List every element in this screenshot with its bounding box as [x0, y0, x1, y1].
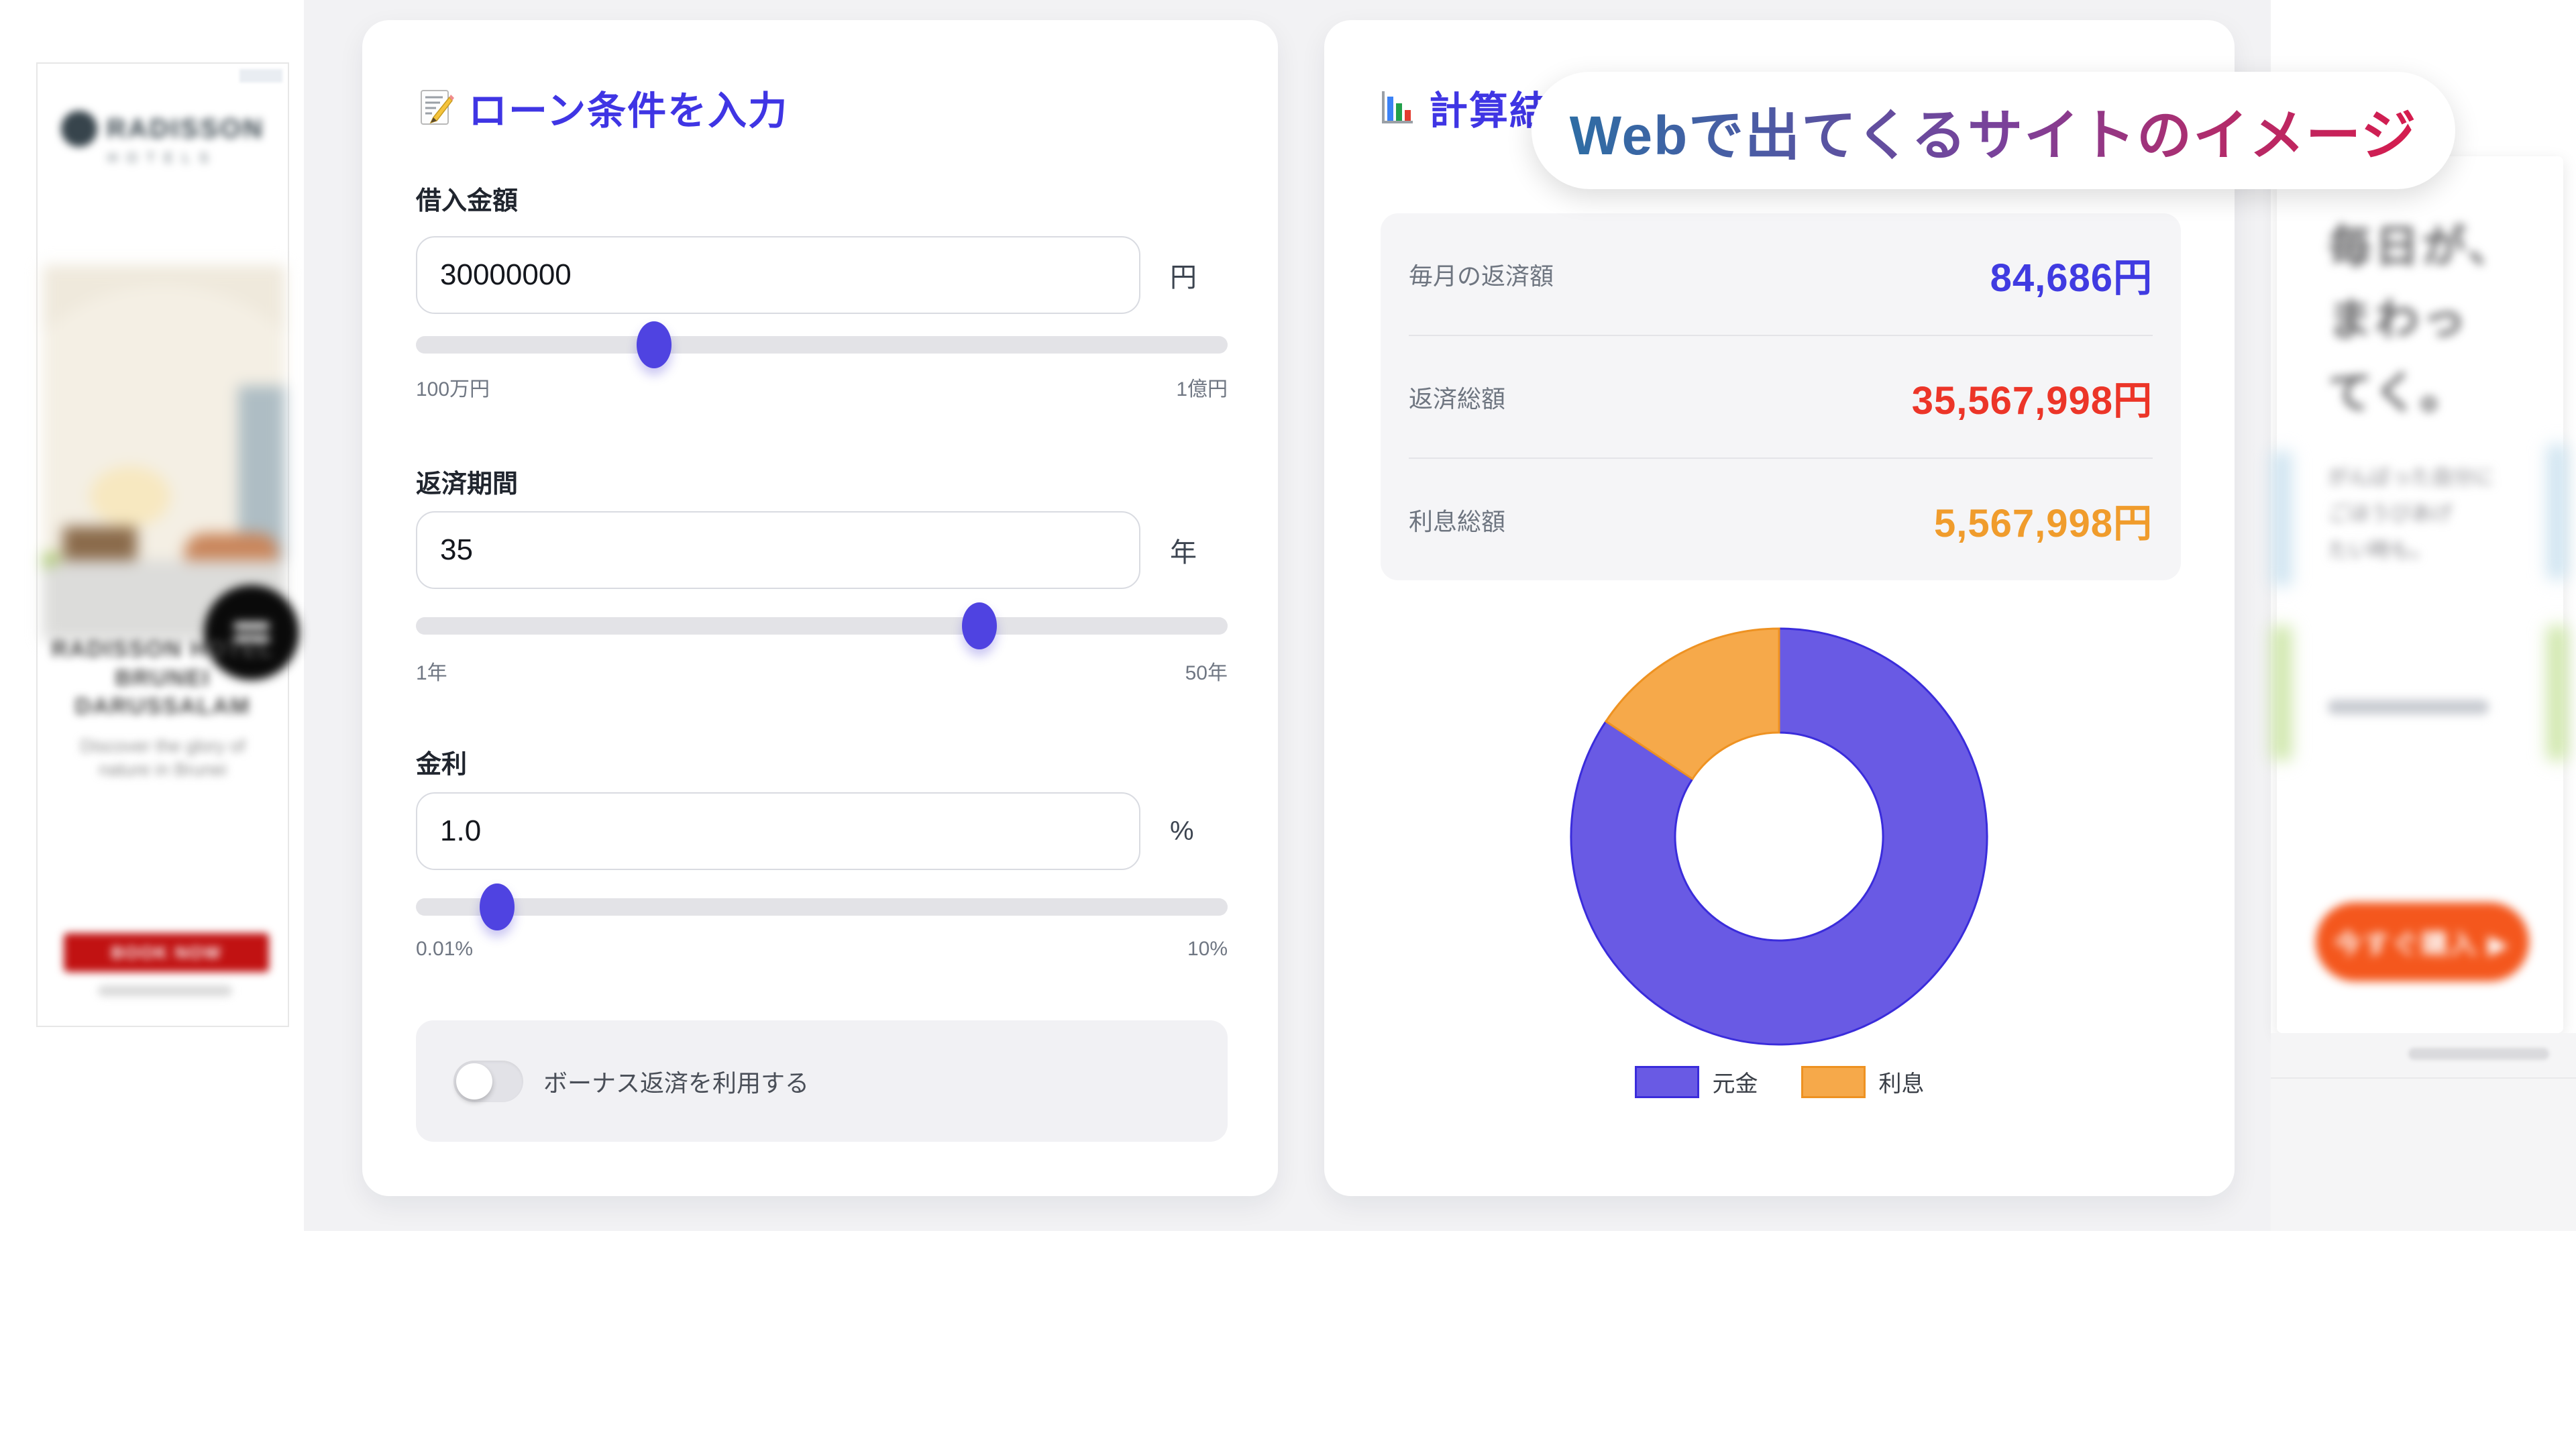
right-ad-link-bar — [2328, 700, 2489, 714]
divider — [2271, 1077, 2576, 1079]
principal-slider-thumb[interactable] — [636, 321, 672, 368]
right-ad-content: 毎日が、 まわっ てく。 がんばった自分に ごほうびあげ たい時も。 今すぐ購入… — [2271, 156, 2567, 1033]
chart-legend: 元金 利息 — [1324, 1065, 2235, 1098]
loan-form-card: ローン条件を入力 借入金額 円 100万円 1億円 返済期間 年 1年 50年 … — [362, 20, 1278, 1196]
result-row-monthly: 毎月の返済額 84,686円 — [1409, 213, 2153, 335]
memo-icon — [421, 90, 454, 125]
total-interest-value: 5,567,998円 — [1933, 501, 2153, 545]
book-now-button[interactable]: BOOK NOW — [64, 933, 269, 972]
interest-swatch — [1801, 1065, 1866, 1098]
loan-form-title: ローン条件を入力 — [416, 79, 788, 136]
term-unit: 年 — [1170, 538, 1197, 568]
legend-item-interest[interactable]: 利息 — [1801, 1065, 1925, 1098]
right-ad-body: がんばった自分に ごほうびあげ たい時も。 — [2328, 466, 2494, 562]
annotation-text: Webで出てくるサイトのイメージ — [1570, 91, 2418, 170]
total-repayment-value: 35,567,998円 — [1911, 378, 2153, 423]
bonus-toggle-knob[interactable] — [456, 1063, 492, 1099]
results-card: 計算結果 毎月の返済額 84,686円 返済総額 35,567,998円 利息総… — [1324, 20, 2235, 1196]
rate-label: 金利 — [416, 751, 468, 779]
hotel-room-photo — [43, 265, 285, 641]
term-label: 返済期間 — [416, 470, 519, 498]
principal-interest-donut-chart — [1570, 627, 1988, 1046]
legend-item-principal[interactable]: 元金 — [1634, 1065, 1758, 1098]
radisson-logo-icon — [60, 111, 97, 147]
bar-chart-icon — [1382, 91, 1413, 123]
radisson-brand-text: RADISSON — [106, 113, 265, 144]
right-ad-banner[interactable]: 毎日が、 まわっ てく。 がんばった自分に ごほうびあげ たい時も。 今すぐ購入… — [2271, 156, 2567, 1033]
results-panel: 毎月の返済額 84,686円 返済総額 35,567,998円 利息総額 5,5… — [1381, 213, 2181, 580]
bonus-toggle-label: ボーナス返済を利用する — [543, 1069, 810, 1097]
left-ad-footnote-bar — [98, 985, 232, 996]
term-range-labels: 1年 50年 — [416, 662, 1228, 684]
principal-range-labels: 100万円 1億円 — [416, 378, 1228, 400]
buy-now-button[interactable]: 今すぐ購入 ▶ — [2316, 902, 2529, 981]
bonus-toggle-box: ボーナス返済を利用する — [416, 1020, 1228, 1142]
left-ad-banner[interactable]: RADISSON HOTELS RADISSON HOTEL BRUNEI DA… — [36, 62, 299, 1027]
right-ad-headline: 毎日が、 まわっ てく。 — [2328, 221, 2515, 417]
bonus-toggle[interactable] — [453, 1060, 523, 1102]
term-slider-thumb[interactable] — [961, 602, 997, 649]
rate-input[interactable] — [416, 792, 1140, 870]
ad-choices-icon[interactable] — [239, 69, 282, 83]
term-slider-track[interactable] — [416, 602, 1228, 649]
principal-slider-track[interactable] — [416, 321, 1228, 368]
term-input[interactable] — [416, 511, 1140, 589]
left-ad-content: RADISSON HOTELS RADISSON HOTEL BRUNEI DA… — [38, 64, 299, 1026]
left-ad-tagline: Discover the glory of nature in Brunei — [80, 736, 246, 780]
hotel-badge-icon — [204, 585, 299, 680]
rate-range-labels: 0.01% 10% — [416, 938, 1228, 960]
result-row-interest: 利息総額 5,567,998円 — [1409, 458, 2153, 580]
right-ad-footer-strip — [2271, 1033, 2576, 1231]
rate-slider-track[interactable] — [416, 883, 1228, 930]
monthly-payment-value: 84,686円 — [1990, 256, 2153, 300]
radisson-brand-subtext: HOTELS — [107, 151, 218, 166]
rate-unit: % — [1170, 816, 1194, 846]
annotation-bubble: Webで出てくるサイトのイメージ — [1532, 72, 2455, 189]
rate-slider-thumb[interactable] — [480, 883, 515, 930]
principal-input[interactable] — [416, 236, 1140, 314]
left-ad-headline: RADISSON HOTEL BRUNEI DARUSSALAM — [51, 637, 274, 719]
radisson-logo: RADISSON HOTELS — [38, 111, 288, 166]
right-ad-footer-text-bar — [2408, 1048, 2549, 1060]
result-row-total: 返済総額 35,567,998円 — [1409, 335, 2153, 458]
principal-label: 借入金額 — [416, 187, 519, 215]
principal-swatch — [1634, 1065, 1699, 1098]
principal-unit: 円 — [1170, 263, 1197, 292]
